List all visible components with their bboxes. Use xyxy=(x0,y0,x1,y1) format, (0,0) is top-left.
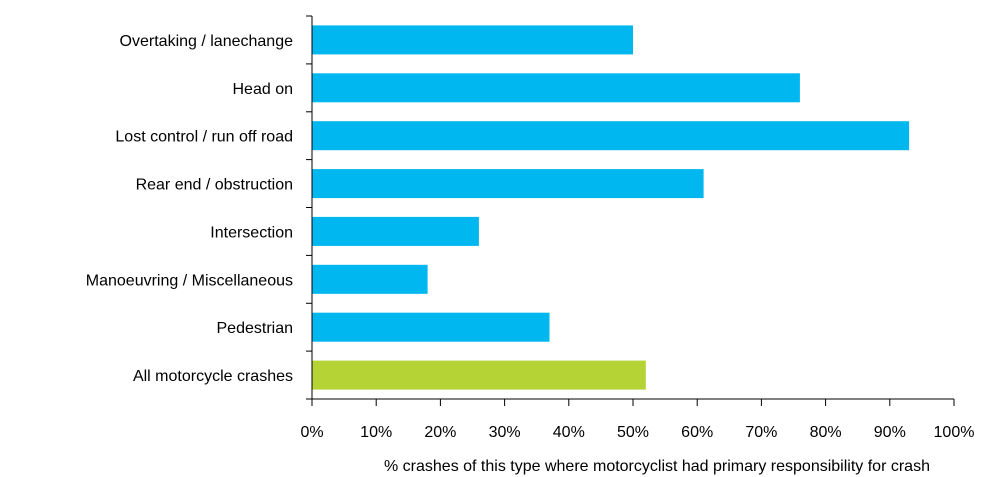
x-tick-label: 10% xyxy=(360,424,392,441)
x-tick-label: 60% xyxy=(681,424,713,441)
bar-2 xyxy=(312,73,800,103)
category-labels: Overtaking / lanechange Head on Lost contr… xyxy=(86,33,293,385)
category-label: Manoeuvring / Miscellaneous xyxy=(86,272,293,289)
x-tick-label: 40% xyxy=(553,424,585,441)
bar-8 xyxy=(312,360,646,390)
x-axis-title: % crashes of this type where motorcyclis… xyxy=(384,458,930,475)
category-label: Rear end / obstruction xyxy=(136,177,293,194)
bars-group xyxy=(312,25,910,390)
category-label: Pedestrian xyxy=(217,320,294,337)
x-tick-label: 100% xyxy=(934,424,975,441)
bar-7 xyxy=(312,312,550,342)
category-label: Head on xyxy=(233,81,294,98)
x-tick-label: 80% xyxy=(810,424,842,441)
category-label: Intersection xyxy=(210,224,293,241)
bar-1 xyxy=(312,25,633,55)
category-label: Lost control / run off road xyxy=(115,129,293,146)
x-tick-label: 0% xyxy=(300,424,323,441)
axes-group xyxy=(306,15,955,406)
x-tick-label: 20% xyxy=(424,424,456,441)
x-tick-label: 50% xyxy=(617,424,649,441)
bar-3 xyxy=(312,121,910,151)
x-tick-labels: 0% 10% 20% 30% 40% 50% 60% 70% 80% 90% 100% xyxy=(300,424,974,441)
x-tick-label: 90% xyxy=(874,424,906,441)
bar-5 xyxy=(312,216,479,246)
bar-4 xyxy=(312,169,704,199)
category-label: Overtaking / lanechange xyxy=(120,33,294,50)
x-tick-label: 30% xyxy=(489,424,521,441)
x-tick-label: 70% xyxy=(745,424,777,441)
bar-6 xyxy=(312,264,428,294)
category-label: All motorcycle crashes xyxy=(133,368,293,385)
